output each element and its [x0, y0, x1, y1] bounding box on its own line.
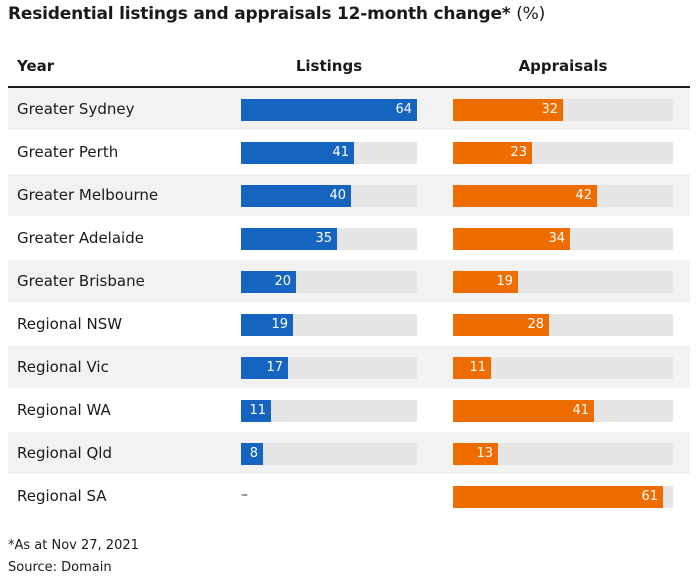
listings-bar: 20 [241, 271, 296, 293]
listings-bar: 41 [241, 142, 354, 164]
listings-track: 17 [241, 357, 417, 379]
header-listings: Listings [295, 57, 363, 75]
listings-value-label: 17 [266, 360, 283, 375]
table-row: Regional Vic 17 11 [8, 346, 690, 389]
listings-track: 8 [241, 443, 417, 465]
table-row: Greater Sydney 64 32 [8, 88, 690, 131]
listings-value-label: 35 [315, 231, 332, 246]
table-row: Regional SA – 61 [8, 475, 690, 518]
appraisals-value-label: 23 [510, 145, 527, 160]
appraisals-track: 19 [453, 271, 673, 293]
table-row: Greater Perth 41 23 [8, 131, 690, 174]
header-year: Year [17, 57, 55, 75]
appraisals-bar: 41 [453, 400, 594, 422]
appraisals-bar: 28 [453, 314, 549, 336]
row-label: Greater Melbourne [17, 186, 159, 204]
listings-track: 35 [241, 228, 417, 250]
appraisals-value-label: 13 [476, 446, 493, 461]
appraisals-track: 32 [453, 99, 673, 121]
appraisals-value-label: 42 [575, 188, 592, 203]
row-label: Regional WA [17, 401, 111, 419]
appraisals-value-label: 61 [641, 489, 658, 504]
appraisals-track: 41 [453, 400, 673, 422]
listings-track: 20 [241, 271, 417, 293]
bar-table: Year Listings Appraisals Greater Sydney 6… [8, 44, 690, 518]
appraisals-track: 42 [453, 185, 673, 207]
appraisals-value-label: 34 [548, 231, 565, 246]
appraisals-track: 61 [453, 486, 673, 508]
listings-value-label: 40 [329, 188, 346, 203]
row-label: Greater Brisbane [17, 272, 145, 290]
appraisals-value-label: 19 [496, 274, 513, 289]
appraisals-bar: 34 [453, 228, 570, 250]
row-label: Greater Perth [17, 143, 119, 161]
listings-value-label: 20 [274, 274, 291, 289]
appraisals-bar: 42 [453, 185, 597, 207]
appraisals-bar: 23 [453, 142, 532, 164]
listings-bar: 8 [241, 443, 263, 465]
chart-title-unit: (%) [516, 4, 546, 24]
listings-track: 11 [241, 400, 417, 422]
table-body: Greater Sydney 64 32 Greater Perth 41 23 Great… [8, 88, 690, 518]
row-label: Greater Sydney [17, 100, 135, 118]
source-note: Source: Domain [8, 560, 112, 575]
table-row: Greater Melbourne 40 42 [8, 174, 690, 217]
listings-value-label: 8 [249, 446, 258, 461]
row-label: Regional NSW [17, 315, 123, 333]
table-row: Regional WA 11 41 [8, 389, 690, 432]
appraisals-track: 34 [453, 228, 673, 250]
listings-track: 64 [241, 99, 417, 121]
listings-track: 40 [241, 185, 417, 207]
appraisals-value-label: 41 [572, 403, 589, 418]
listings-bar: 17 [241, 357, 288, 379]
row-label: Greater Adelaide [17, 229, 144, 247]
appraisals-bar: 13 [453, 443, 498, 465]
appraisals-track: 13 [453, 443, 673, 465]
table-row: Greater Adelaide 35 34 [8, 217, 690, 260]
appraisals-bar: 61 [453, 486, 663, 508]
appraisals-bar: 19 [453, 271, 518, 293]
table-header: Year Listings Appraisals [8, 44, 690, 88]
chart-title: Residential listings and appraisals 12-m… [8, 4, 545, 24]
listings-bar: 40 [241, 185, 351, 207]
table-row: Regional Qld 8 13 [8, 432, 690, 475]
row-label: Regional Vic [17, 358, 109, 376]
appraisals-value-label: 32 [541, 102, 558, 117]
appraisals-value-label: 11 [469, 360, 486, 375]
listings-value-label: 11 [249, 403, 266, 418]
table-row: Regional NSW 19 28 [8, 303, 690, 346]
appraisals-track: 11 [453, 357, 673, 379]
listings-bar: 35 [241, 228, 337, 250]
appraisals-bar: 11 [453, 357, 491, 379]
row-label: Regional Qld [17, 444, 112, 462]
appraisals-value-label: 28 [527, 317, 544, 332]
header-appraisals: Appraisals [518, 57, 608, 75]
listings-value-label: 64 [395, 102, 412, 117]
listings-value-label: 41 [332, 145, 349, 160]
listings-track: 41 [241, 142, 417, 164]
row-label: Regional SA [17, 487, 107, 505]
listings-track: 19 [241, 314, 417, 336]
appraisals-bar: 32 [453, 99, 563, 121]
listings-bar: 64 [241, 99, 417, 121]
chart-title-text: Residential listings and appraisals 12-m… [8, 4, 511, 24]
appraisals-track: 23 [453, 142, 673, 164]
appraisals-track: 28 [453, 314, 673, 336]
table-row: Greater Brisbane 20 19 [8, 260, 690, 303]
listings-bar: 19 [241, 314, 293, 336]
missing-value-marker: – [241, 487, 248, 503]
listings-value-label: 19 [271, 317, 288, 332]
listings-bar: 11 [241, 400, 271, 422]
footnote: *As at Nov 27, 2021 [8, 538, 139, 553]
